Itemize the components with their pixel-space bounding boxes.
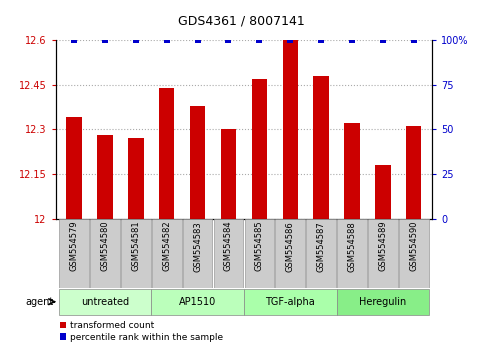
Point — [225, 37, 232, 43]
Text: GSM554579: GSM554579 — [70, 221, 79, 272]
Bar — [183, 219, 213, 288]
Text: GSM554584: GSM554584 — [224, 221, 233, 272]
Bar — [244, 219, 274, 288]
Text: GSM554580: GSM554580 — [100, 221, 110, 272]
Text: GSM554589: GSM554589 — [378, 221, 387, 272]
Text: GSM554587: GSM554587 — [317, 221, 326, 272]
Text: AP1510: AP1510 — [179, 297, 216, 307]
Bar — [59, 219, 89, 288]
Bar — [159, 88, 174, 219]
Bar — [66, 118, 82, 219]
Bar — [221, 129, 236, 219]
Text: TGF-alpha: TGF-alpha — [265, 297, 315, 307]
Bar — [97, 135, 113, 219]
Bar — [368, 219, 398, 288]
Point — [317, 37, 325, 43]
Bar — [121, 219, 151, 288]
Bar — [151, 289, 244, 315]
Bar — [275, 219, 305, 288]
Point — [410, 37, 418, 43]
Text: GSM554586: GSM554586 — [286, 221, 295, 272]
Bar — [399, 219, 428, 288]
Bar — [152, 219, 182, 288]
Point — [348, 37, 356, 43]
Bar — [58, 289, 151, 315]
Text: untreated: untreated — [81, 297, 129, 307]
Text: Heregulin: Heregulin — [359, 297, 407, 307]
Point — [132, 37, 140, 43]
Point — [101, 37, 109, 43]
Point — [70, 37, 78, 43]
Point — [194, 37, 201, 43]
Bar — [337, 219, 367, 288]
Text: GSM554581: GSM554581 — [131, 221, 141, 272]
Point — [163, 37, 170, 43]
Bar — [190, 105, 205, 219]
Text: GSM554582: GSM554582 — [162, 221, 171, 272]
Bar — [252, 79, 267, 219]
Bar — [406, 126, 422, 219]
Bar — [283, 40, 298, 219]
Bar — [313, 76, 329, 219]
Legend: transformed count, percentile rank within the sample: transformed count, percentile rank withi… — [60, 321, 223, 342]
Text: agent: agent — [25, 297, 53, 307]
Bar — [213, 219, 243, 288]
Bar — [344, 124, 360, 219]
Bar — [128, 138, 143, 219]
Text: GSM554585: GSM554585 — [255, 221, 264, 272]
Point — [286, 37, 294, 43]
Text: GDS4361 / 8007141: GDS4361 / 8007141 — [178, 15, 305, 28]
Text: GSM554588: GSM554588 — [347, 221, 356, 272]
Bar — [337, 289, 429, 315]
Point — [379, 37, 387, 43]
Bar — [375, 165, 391, 219]
Point — [256, 37, 263, 43]
Text: GSM554583: GSM554583 — [193, 221, 202, 272]
Bar — [244, 289, 337, 315]
Bar — [90, 219, 120, 288]
Bar — [306, 219, 336, 288]
Text: GSM554590: GSM554590 — [409, 221, 418, 272]
